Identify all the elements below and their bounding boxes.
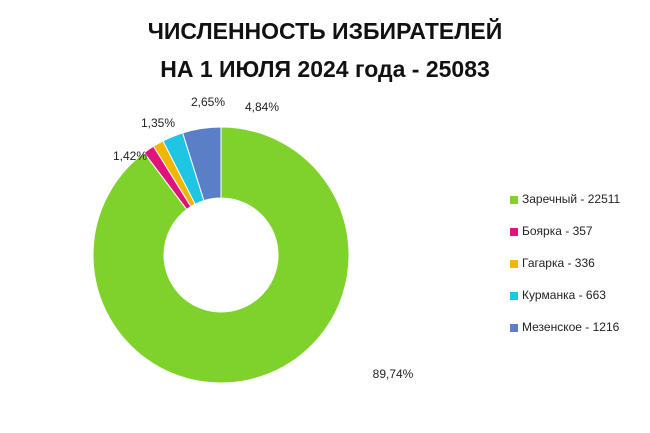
legend-swatch — [510, 292, 518, 300]
donut-slice — [182, 126, 222, 202]
legend-label: Заречный - 22511 — [522, 192, 621, 206]
chart-subtitle: НА 1 ИЮЛЯ 2024 года - 25083 — [160, 56, 490, 82]
data-label: 4,84% — [245, 100, 279, 114]
data-label: 89,74% — [373, 367, 414, 381]
legend-label: Боярка - 357 — [522, 224, 593, 238]
legend-label: Курманка - 663 — [522, 288, 606, 302]
legend-swatch — [510, 196, 518, 204]
data-label: 1,35% — [141, 116, 175, 130]
data-label: 1,42% — [113, 149, 147, 163]
donut-slice — [92, 126, 350, 384]
legend-swatch — [510, 324, 518, 332]
legend-swatch — [510, 260, 518, 268]
data-label: 2,65% — [191, 95, 225, 109]
legend-label: Мезенское - 1216 — [522, 320, 620, 334]
chart-title: ЧИСЛЕННОСТЬ ИЗБИРАТЕЛЕЙ — [148, 17, 503, 44]
legend-label: Гагарка - 336 — [522, 256, 595, 270]
legend-swatch — [510, 228, 518, 236]
